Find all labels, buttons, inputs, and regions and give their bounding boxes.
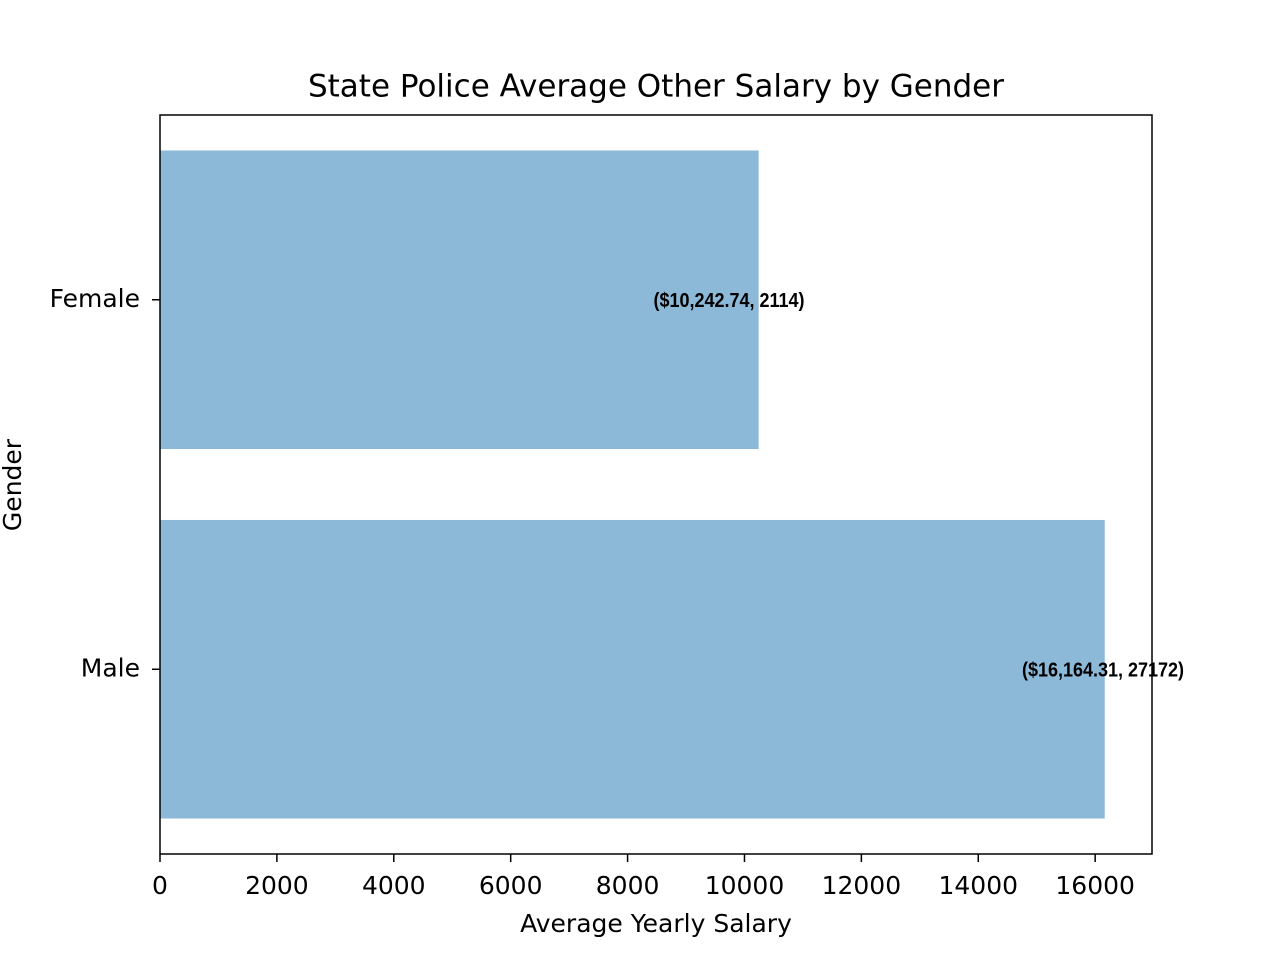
x-axis-label: Average Yearly Salary <box>520 909 792 938</box>
x-tick-label: 8000 <box>596 871 660 900</box>
y-tick-label: Female <box>50 284 140 313</box>
x-tick-label: 14000 <box>938 871 1018 900</box>
value-label: ($10,242.74, 2114) <box>654 290 805 312</box>
x-tick-label: 16000 <box>1055 871 1135 900</box>
x-tick-label: 2000 <box>245 871 309 900</box>
x-tick-label: 0 <box>152 871 168 900</box>
chart-title: State Police Average Other Salary by Gen… <box>308 69 1004 105</box>
bar <box>160 519 1105 819</box>
value-label: ($16,164.31, 27172) <box>1022 660 1184 682</box>
y-axis-label: Gender <box>0 438 27 531</box>
x-tick-label: 10000 <box>705 871 785 900</box>
bar <box>160 150 759 450</box>
plot-frame <box>159 114 1153 855</box>
x-tick-label: 12000 <box>822 871 902 900</box>
x-tick-label: 6000 <box>479 871 543 900</box>
y-tick-label: Male <box>81 653 140 682</box>
x-tick-label: 4000 <box>362 871 426 900</box>
